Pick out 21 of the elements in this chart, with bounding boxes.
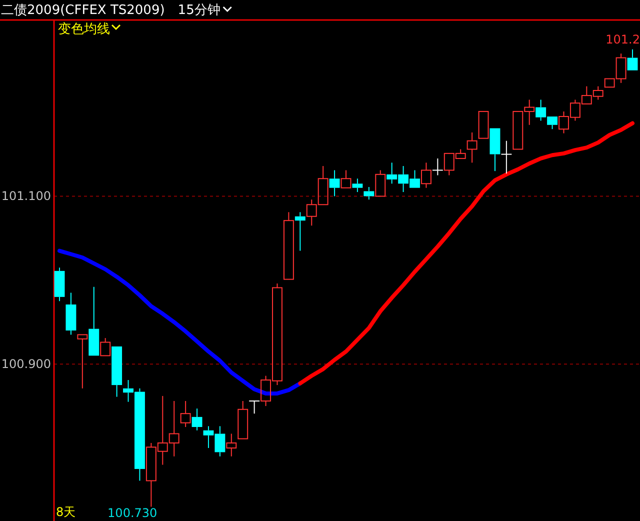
chart-subtitle: 15分钟 — [178, 3, 220, 18]
annotation: 100.730 — [108, 506, 158, 520]
y-tick-label: 101.100 — [1, 189, 51, 204]
chart-title: 二债2009(CFFEX TS2009) — [1, 3, 165, 18]
candlestick — [329, 170, 340, 197]
candlestick — [432, 158, 444, 176]
candlestick — [192, 408, 202, 431]
annotation: 8天 — [56, 505, 76, 519]
candlestick — [500, 140, 512, 174]
candlestick — [466, 132, 478, 164]
candlestick — [66, 292, 76, 336]
candlestick — [294, 212, 306, 252]
candlestick — [364, 186, 374, 200]
candlestick — [226, 433, 237, 457]
line-series — [298, 121, 634, 386]
annotation: 101.2 — [606, 32, 640, 46]
candlestick — [352, 178, 363, 193]
legend-title: 变色均线 — [58, 22, 110, 37]
y-tick-label: 100.900 — [1, 357, 51, 372]
candlestick — [420, 162, 432, 188]
candlestick — [54, 267, 65, 302]
